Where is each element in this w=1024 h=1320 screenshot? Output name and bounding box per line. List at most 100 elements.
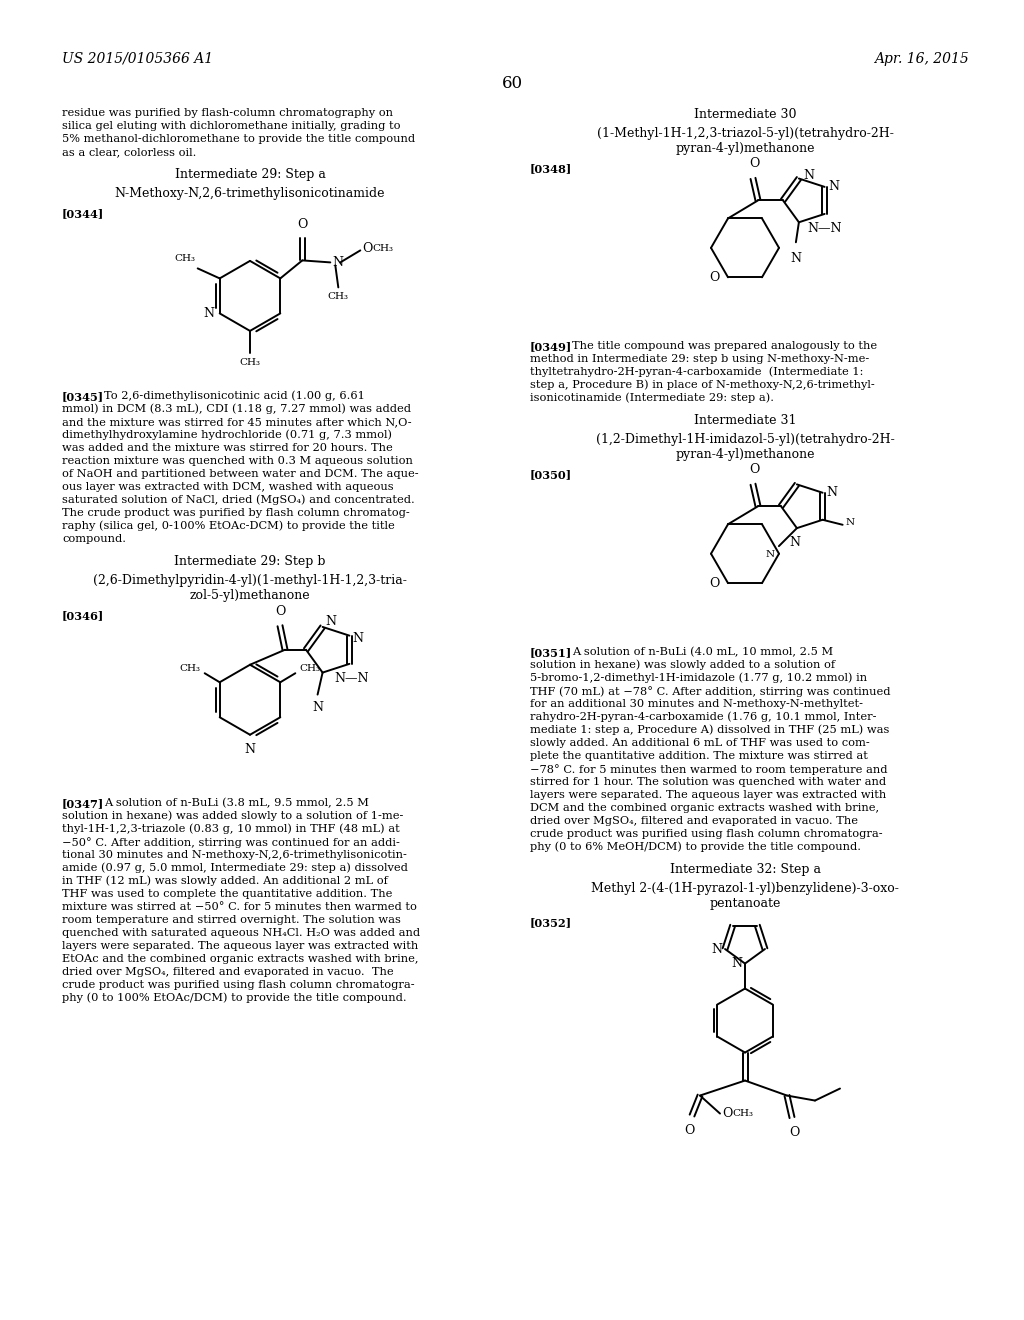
Text: quenched with saturated aqueous NH₄Cl. H₂O was added and: quenched with saturated aqueous NH₄Cl. H… [62,928,420,937]
Text: pyran-4-yl)methanone: pyran-4-yl)methanone [675,447,815,461]
Text: O: O [710,577,720,590]
Text: crude product was purified using flash column chromatogra-: crude product was purified using flash c… [62,979,415,990]
Text: stirred for 1 hour. The solution was quenched with water and: stirred for 1 hour. The solution was que… [530,776,886,787]
Text: −50° C. After addition, stirring was continued for an addi-: −50° C. After addition, stirring was con… [62,837,400,847]
Text: (1-Methyl-1H-1,2,3-triazol-5-yl)(tetrahydro-2H-: (1-Methyl-1H-1,2,3-triazol-5-yl)(tetrahy… [597,127,893,140]
Text: O: O [722,1107,732,1121]
Text: CH₃: CH₃ [373,244,393,253]
Text: N: N [826,486,838,499]
Text: O: O [362,242,373,255]
Text: pentanoate: pentanoate [710,896,780,909]
Text: O: O [788,1126,799,1139]
Text: N: N [711,942,722,956]
Text: Intermediate 32: Step a: Intermediate 32: Step a [670,863,820,875]
Text: THF (70 mL) at −78° C. After addition, stirring was continued: THF (70 mL) at −78° C. After addition, s… [530,685,891,697]
Text: DCM and the combined organic extracts washed with brine,: DCM and the combined organic extracts wa… [530,803,880,813]
Text: Intermediate 31: Intermediate 31 [693,414,797,426]
Text: [0347]: [0347] [62,797,104,809]
Text: CH₃: CH₃ [240,358,260,367]
Text: Intermediate 29: Step b: Intermediate 29: Step b [174,554,326,568]
Text: (2,6-Dimethylpyridin-4-yl)(1-methyl-1H-1,2,3-tria-: (2,6-Dimethylpyridin-4-yl)(1-methyl-1H-1… [93,574,407,587]
Text: A solution of n-BuLi (3.8 mL, 9.5 mmol, 2.5 M: A solution of n-BuLi (3.8 mL, 9.5 mmol, … [104,797,369,808]
Text: thyltetrahydro-2H-pyran-4-carboxamide  (Intermediate 1:: thyltetrahydro-2H-pyran-4-carboxamide (I… [530,367,863,378]
Text: silica gel eluting with dichloromethane initially, grading to: silica gel eluting with dichloromethane … [62,121,400,131]
Text: dried over MgSO₄, filtered and evaporated in vacuo.  The: dried over MgSO₄, filtered and evaporate… [62,966,393,977]
Text: 5-bromo-1,2-dimethyl-1H-imidazole (1.77 g, 10.2 mmol) in: 5-bromo-1,2-dimethyl-1H-imidazole (1.77 … [530,673,867,684]
Text: room temperature and stirred overnight. The solution was: room temperature and stirred overnight. … [62,915,400,925]
Text: CH₃: CH₃ [175,255,196,264]
Text: rahydro-2H-pyran-4-carboxamide (1.76 g, 10.1 mmol, Inter-: rahydro-2H-pyran-4-carboxamide (1.76 g, … [530,711,877,722]
Text: layers were separated. The aqueous layer was extracted with: layers were separated. The aqueous layer… [62,941,418,950]
Text: N: N [766,550,775,560]
Text: in THF (12 mL) was slowly added. An additional 2 mL of: in THF (12 mL) was slowly added. An addi… [62,875,388,886]
Text: O: O [749,157,759,170]
Text: was added and the mixture was stirred for 20 hours. The: was added and the mixture was stirred fo… [62,444,393,453]
Text: The crude product was purified by flash column chromatog-: The crude product was purified by flash … [62,508,410,517]
Text: reaction mixture was quenched with 0.3 M aqueous solution: reaction mixture was quenched with 0.3 M… [62,455,413,466]
Text: as a clear, colorless oil.: as a clear, colorless oil. [62,147,197,157]
Text: N: N [333,256,343,269]
Text: −78° C. for 5 minutes then warmed to room temperature and: −78° C. for 5 minutes then warmed to roo… [530,764,888,775]
Text: CH₃: CH₃ [299,664,321,673]
Text: O: O [749,463,759,477]
Text: N: N [352,632,364,645]
Text: for an additional 30 minutes and N-methoxy-N-methyltet-: for an additional 30 minutes and N-metho… [530,698,863,709]
Text: 60: 60 [502,75,522,92]
Text: N: N [326,615,337,628]
Text: dimethylhydroxylamine hydrochloride (0.71 g, 7.3 mmol): dimethylhydroxylamine hydrochloride (0.7… [62,430,392,441]
Text: N-Methoxy-N,2,6-trimethylisonicotinamide: N-Methoxy-N,2,6-trimethylisonicotinamide [115,187,385,199]
Text: dried over MgSO₄, filtered and evaporated in vacuo. The: dried over MgSO₄, filtered and evaporate… [530,816,858,826]
Text: layers were separated. The aqueous layer was extracted with: layers were separated. The aqueous layer… [530,789,886,800]
Text: plete the quantitative addition. The mixture was stirred at: plete the quantitative addition. The mix… [530,751,868,760]
Text: N: N [245,743,256,756]
Text: N: N [791,252,802,265]
Text: O: O [274,605,286,618]
Text: Intermediate 29: Step a: Intermediate 29: Step a [174,168,326,181]
Text: saturated solution of NaCl, dried (MgSO₄) and concentrated.: saturated solution of NaCl, dried (MgSO₄… [62,495,415,506]
Text: N: N [790,536,801,549]
Text: solution in hexane) was slowly added to a solution of: solution in hexane) was slowly added to … [530,660,836,671]
Text: N: N [731,957,742,970]
Text: CH₃: CH₃ [732,1109,753,1118]
Text: method in Intermediate 29: step b using N-methoxy-N-me-: method in Intermediate 29: step b using … [530,354,869,364]
Text: zol-5-yl)methanone: zol-5-yl)methanone [189,589,310,602]
Text: thyl-1H-1,2,3-triazole (0.83 g, 10 mmol) in THF (48 mL) at: thyl-1H-1,2,3-triazole (0.83 g, 10 mmol)… [62,824,399,834]
Text: Intermediate 30: Intermediate 30 [693,108,797,121]
Text: N: N [803,169,814,182]
Text: mediate 1: step a, Procedure A) dissolved in THF (25 mL) was: mediate 1: step a, Procedure A) dissolve… [530,725,890,735]
Text: A solution of n-BuLi (4.0 mL, 10 mmol, 2.5 M: A solution of n-BuLi (4.0 mL, 10 mmol, 2… [572,647,834,657]
Text: slowly added. An additional 6 mL of THF was used to com-: slowly added. An additional 6 mL of THF … [530,738,869,747]
Text: N—N: N—N [334,672,369,685]
Text: O: O [710,271,720,284]
Text: [0344]: [0344] [62,209,104,219]
Text: US 2015/0105366 A1: US 2015/0105366 A1 [62,51,213,66]
Text: CH₃: CH₃ [328,293,349,301]
Text: N: N [204,308,215,319]
Text: solution in hexane) was added slowly to a solution of 1-me-: solution in hexane) was added slowly to … [62,810,403,821]
Text: [0345]: [0345] [62,391,104,401]
Text: Apr. 16, 2015: Apr. 16, 2015 [874,51,969,66]
Text: mmol) in DCM (8.3 mL), CDI (1.18 g, 7.27 mmol) was added: mmol) in DCM (8.3 mL), CDI (1.18 g, 7.27… [62,404,411,414]
Text: [0346]: [0346] [62,610,104,620]
Text: raphy (silica gel, 0-100% EtOAc-DCM) to provide the title: raphy (silica gel, 0-100% EtOAc-DCM) to … [62,521,394,532]
Text: O: O [684,1123,694,1137]
Text: isonicotinamide (Intermediate 29: step a).: isonicotinamide (Intermediate 29: step a… [530,393,774,404]
Text: pyran-4-yl)methanone: pyran-4-yl)methanone [675,143,815,154]
Text: N: N [846,519,855,527]
Text: and the mixture was stirred for 45 minutes after which N,O-: and the mixture was stirred for 45 minut… [62,417,412,426]
Text: phy (0 to 100% EtOAc/DCM) to provide the title compound.: phy (0 to 100% EtOAc/DCM) to provide the… [62,993,407,1003]
Text: amide (0.97 g, 5.0 mmol, Intermediate 29: step a) dissolved: amide (0.97 g, 5.0 mmol, Intermediate 29… [62,863,408,874]
Text: EtOAc and the combined organic extracts washed with brine,: EtOAc and the combined organic extracts … [62,954,419,964]
Text: Methyl 2-(4-(1H-pyrazol-1-yl)benzylidene)-3-oxo-: Methyl 2-(4-(1H-pyrazol-1-yl)benzylidene… [591,882,899,895]
Text: The title compound was prepared analogously to the: The title compound was prepared analogou… [572,341,878,351]
Text: [0349]: [0349] [530,341,572,352]
Text: (1,2-Dimethyl-1H-imidazol-5-yl)(tetrahydro-2H-: (1,2-Dimethyl-1H-imidazol-5-yl)(tetrahyd… [596,433,894,446]
Text: of NaOH and partitioned between water and DCM. The aque-: of NaOH and partitioned between water an… [62,469,419,479]
Text: N: N [312,701,324,714]
Text: To 2,6-dimethylisonicotinic acid (1.00 g, 6.61: To 2,6-dimethylisonicotinic acid (1.00 g… [104,391,365,401]
Text: [0351]: [0351] [530,647,572,657]
Text: N—N: N—N [807,222,842,235]
Text: [0348]: [0348] [530,162,572,174]
Text: THF was used to complete the quantitative addition. The: THF was used to complete the quantitativ… [62,888,392,899]
Text: [0352]: [0352] [530,917,572,928]
